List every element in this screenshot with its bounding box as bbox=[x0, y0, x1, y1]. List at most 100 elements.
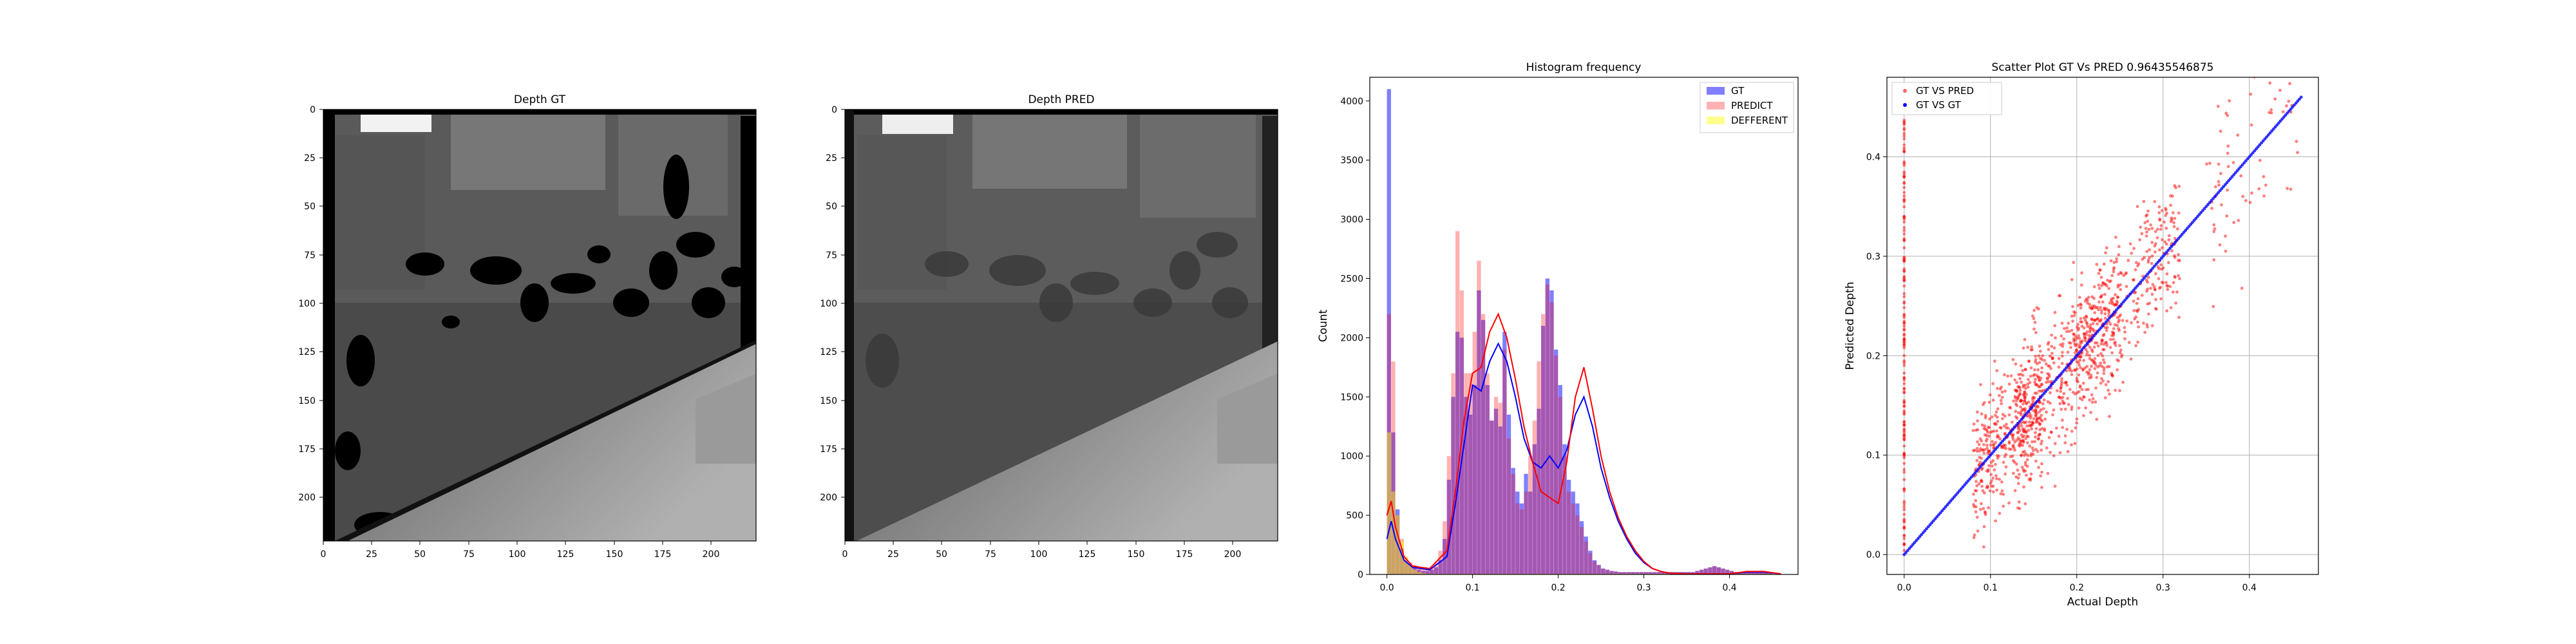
scatter-point-gt-vs-pred bbox=[2085, 370, 2088, 374]
scatter-point-gt-vs-pred bbox=[1983, 433, 1987, 437]
tick-label: 0.0 bbox=[1897, 583, 1911, 593]
scatter-point-gt-vs-pred bbox=[2034, 358, 2038, 361]
hist-bar-predict bbox=[1700, 569, 1704, 574]
tick: 75 bbox=[304, 251, 323, 261]
hist-bar-gt bbox=[1643, 572, 1648, 574]
scatter-point-gt-vs-pred bbox=[2030, 427, 2034, 431]
scatter-point-gt-vs-pred bbox=[2038, 410, 2041, 414]
scatter-point-gt-vs-pred bbox=[2028, 444, 2032, 448]
scatter-point-gt-vs-pred bbox=[2075, 336, 2079, 340]
scatter-point-gt-vs-pred bbox=[2041, 354, 2045, 357]
scatter-point-gt-vs-pred bbox=[2032, 317, 2036, 321]
tick: 3500 bbox=[1340, 156, 1370, 166]
legend-label-gt-vs-pred: GT VS PRED bbox=[1916, 85, 1974, 97]
scatter-point-gt-vs-pred bbox=[2070, 430, 2074, 433]
scatter-point-gt-vs-pred bbox=[2090, 401, 2094, 404]
scatter-point-gt-vs-pred bbox=[2032, 449, 2035, 453]
scatter-point-gt-vs-pred bbox=[2286, 43, 2289, 46]
scatter-point-gt-vs-pred bbox=[2069, 346, 2072, 349]
scatter-point-gt-vs-pred bbox=[1902, 258, 1906, 261]
scatter-point-gt-vs-pred bbox=[2033, 435, 2037, 439]
scatter-point-gt-vs-pred bbox=[2040, 366, 2044, 370]
scatter-point-gt-vs-pred bbox=[2105, 343, 2109, 347]
scatter-point-gt-vs-pred bbox=[2154, 288, 2157, 291]
scatter-point-gt-vs-pred bbox=[2077, 361, 2080, 365]
hist-bar-gt bbox=[1511, 468, 1515, 574]
scatter-point-gt-vs-pred bbox=[2034, 421, 2038, 424]
scatter-point-gt-vs-pred bbox=[2094, 400, 2098, 404]
scatter-point-gt-vs-pred bbox=[2096, 322, 2099, 326]
scatter-point-gt-vs-pred bbox=[2070, 405, 2074, 409]
scatter-point-gt-vs-pred bbox=[1981, 489, 1985, 493]
hist-bar-predict bbox=[1502, 349, 1507, 574]
scatter-point-gt-vs-pred bbox=[1902, 162, 1906, 165]
depth-gt-image bbox=[323, 109, 756, 541]
scatter-point-gt-vs-pred bbox=[2034, 414, 2038, 418]
scatter-point-gt-vs-pred bbox=[2017, 394, 2020, 398]
scatter-point-gt-vs-pred bbox=[2102, 343, 2106, 346]
scatter-point-gt-vs-pred bbox=[1998, 393, 2001, 397]
hist-bar-gt bbox=[1755, 572, 1759, 574]
hist-bar-predict bbox=[1399, 538, 1404, 574]
scatter-point-gt-vs-pred bbox=[2130, 251, 2134, 255]
scatter-point-gt-vs-pred bbox=[2078, 363, 2081, 367]
tick: 100 bbox=[298, 299, 323, 309]
scatter-point-gt-vs-pred bbox=[1902, 372, 1906, 375]
scatter-point-gt-vs-pred bbox=[2069, 341, 2072, 345]
hist-bar-predict bbox=[1421, 568, 1426, 574]
scatter-point-gt-vs-pred bbox=[1978, 507, 1982, 511]
scatter-point-gt-vs-pred bbox=[2102, 348, 2106, 352]
hist-bar-predict bbox=[1635, 572, 1640, 574]
scatter-point-gt-vs-pred bbox=[2030, 345, 2034, 349]
scatter-point-gt-vs-pred bbox=[2014, 399, 2018, 402]
scatter-point-gt-vs-pred bbox=[2152, 285, 2156, 289]
scatter-point-gt-vs-pred bbox=[1902, 325, 1906, 328]
scatter-point-gt-vs-pred bbox=[1987, 506, 1991, 509]
hist-bar-defferent bbox=[1412, 569, 1417, 574]
scatter-point-gt-vs-pred bbox=[2144, 227, 2148, 231]
scatter-point-gt-vs-pred bbox=[2164, 242, 2168, 246]
hist-bar-gt bbox=[1545, 278, 1549, 574]
svg-text:150: 150 bbox=[298, 396, 316, 406]
scatter-point-gt-vs-pred bbox=[1984, 428, 1987, 431]
hist-bar-predict bbox=[1545, 284, 1549, 574]
scatter-point-gt-vs-pred bbox=[2134, 261, 2138, 265]
hist-bar-gt bbox=[1588, 551, 1593, 574]
scatter-point-gt-vs-pred bbox=[2075, 325, 2079, 329]
scatter-point-gt-vs-pred bbox=[2110, 274, 2114, 278]
hist-bar-defferent bbox=[1399, 541, 1404, 574]
scatter-point-gt-vs-pred bbox=[2072, 339, 2076, 343]
scatter-point-gt-vs-pred bbox=[1902, 269, 1906, 272]
hist-bar-gt bbox=[1759, 572, 1764, 574]
scatter-point-gt-vs-pred bbox=[2021, 427, 2025, 431]
scatter-point-gt-vs-pred bbox=[2049, 451, 2052, 454]
scatter-point-gt-vs-pred bbox=[2220, 203, 2223, 207]
scatter-point-gt-vs-pred bbox=[2146, 258, 2150, 261]
scatter-point-gt-vs-pred bbox=[2059, 390, 2063, 393]
scatter-point-gt-vs-pred bbox=[2112, 296, 2115, 300]
hist-bar-gt bbox=[1562, 444, 1567, 574]
scatter-point-gt-vs-pred bbox=[2249, 123, 2253, 127]
scatter-point-gt-vs-pred bbox=[2099, 317, 2103, 321]
hist-bar-predict bbox=[1515, 503, 1520, 574]
scatter-point-gt-vs-pred bbox=[2035, 362, 2039, 366]
svg-text:175: 175 bbox=[298, 444, 316, 455]
svg-text:75: 75 bbox=[985, 549, 996, 560]
scatter-point-gt-vs-pred bbox=[2023, 395, 2027, 399]
scatter-point-gt-vs-pred bbox=[2032, 327, 2036, 331]
histogram-bars bbox=[1387, 89, 1772, 574]
scatter-point-gt-vs-pred bbox=[2157, 205, 2161, 209]
scatter-point-gt-vs-pred bbox=[1993, 422, 1997, 426]
scatter-point-gt-vs-pred bbox=[2108, 301, 2112, 305]
scatter-point-gt-vs-pred bbox=[1902, 401, 1906, 404]
scatter-point-gt-vs-pred bbox=[2177, 211, 2181, 215]
scatter-point-gt-vs-pred bbox=[2097, 272, 2101, 276]
scatter-point-gt-vs-pred bbox=[2099, 361, 2103, 365]
tick: 175 bbox=[1176, 541, 1193, 560]
scatter-point-gt-vs-pred bbox=[1982, 525, 1986, 529]
scatter-point-gt-vs-pred bbox=[2040, 486, 2043, 489]
hist-bar-predict bbox=[1472, 332, 1477, 574]
scatter-point-gt-vs-pred bbox=[2088, 368, 2092, 372]
scatter-point-gt-vs-pred bbox=[2036, 368, 2040, 372]
scatter-point-gt-vs-pred bbox=[2018, 438, 2022, 441]
